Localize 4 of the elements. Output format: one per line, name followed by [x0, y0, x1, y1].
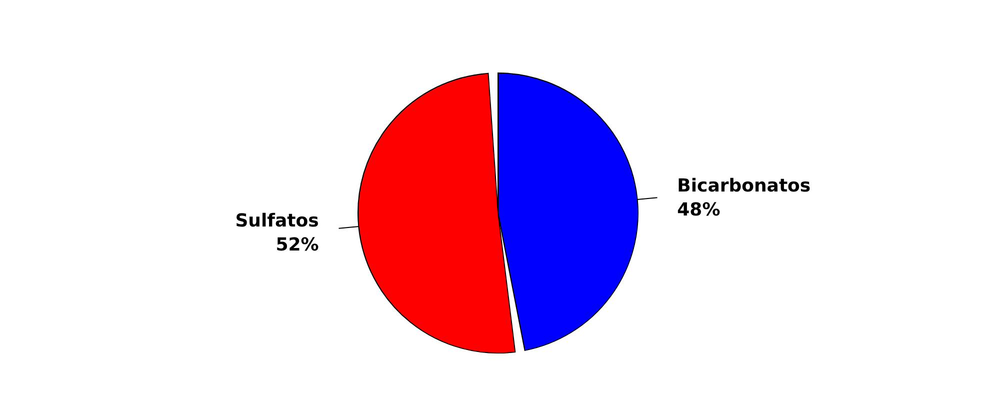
data-label: 48% [677, 200, 720, 221]
slice-label: Sulfatos [235, 210, 319, 232]
slice-label: Bicarbonatos [677, 176, 811, 197]
data-label: 52% [276, 234, 319, 256]
